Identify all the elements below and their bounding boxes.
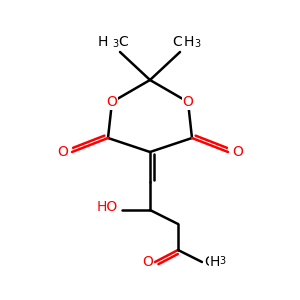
Text: C: C (118, 35, 128, 49)
Text: H: H (184, 35, 194, 49)
Text: O: O (183, 95, 194, 109)
Text: H: H (210, 255, 220, 269)
Text: O: O (142, 255, 153, 269)
Text: O: O (57, 145, 68, 159)
Text: 3: 3 (194, 39, 200, 49)
Text: H: H (98, 35, 108, 49)
Text: 3: 3 (112, 39, 118, 49)
Text: O: O (106, 95, 117, 109)
Text: 3: 3 (219, 256, 225, 266)
Text: O: O (232, 145, 243, 159)
Text: C: C (172, 35, 182, 49)
Text: HO: HO (97, 200, 118, 214)
Text: C: C (204, 255, 214, 269)
Text: H: H (108, 200, 118, 214)
